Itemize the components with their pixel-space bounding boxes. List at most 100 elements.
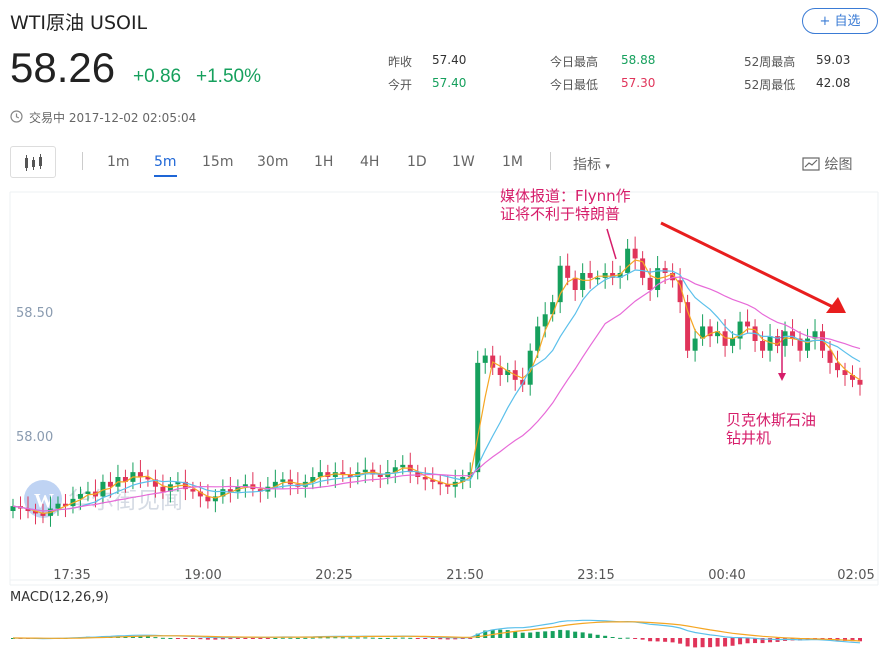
macd-bar: [265, 638, 270, 639]
annotation-pointer: [606, 228, 617, 260]
macd-bar: [618, 637, 623, 639]
candle: [10, 506, 16, 511]
macd-bar: [198, 638, 203, 640]
candle: [137, 472, 143, 477]
candle: [400, 464, 406, 468]
stat-label-day-high: 今日最高: [550, 55, 599, 69]
macd-bar: [228, 638, 233, 640]
annotation-baker-line1: 贝克休斯石油: [726, 411, 816, 429]
macd-bar: [760, 638, 765, 644]
candle: [377, 474, 383, 477]
candle: [332, 472, 338, 477]
macd-bar: [490, 629, 495, 638]
x-tick-label: 23:15: [577, 568, 614, 583]
indicator-label: 指标: [573, 157, 601, 173]
macd-bar: [753, 638, 758, 644]
period-1m[interactable]: 1m: [107, 154, 130, 170]
period-1d[interactable]: 1D: [407, 154, 427, 170]
candle: [317, 472, 323, 477]
candle: [827, 350, 833, 363]
indicator-dropdown[interactable]: 指标 ▾: [573, 154, 610, 174]
macd-bar: [160, 637, 165, 639]
candle: [812, 331, 818, 339]
candle: [145, 477, 151, 480]
macd-bar: [288, 637, 293, 639]
macd-bar: [168, 637, 173, 639]
period-1mo[interactable]: 1M: [502, 154, 523, 170]
macd-bar: [603, 635, 608, 638]
candle: [32, 511, 38, 514]
macd-bar: [700, 638, 705, 648]
chart-toolbar: 1m 5m 15m 30m 1H 4H 1D 1W 1M 指标 ▾ 绘图: [10, 146, 880, 178]
macd-bar: [205, 638, 210, 640]
candle: [280, 479, 286, 482]
macd-panel: [11, 619, 862, 648]
period-15m[interactable]: 15m: [202, 154, 234, 170]
draw-chart-icon: [802, 157, 820, 171]
candle: [677, 280, 683, 303]
macd-bar: [670, 638, 675, 643]
macd-bar: [453, 638, 458, 640]
macd-bar: [310, 637, 315, 639]
macd-bar: [715, 638, 720, 647]
macd-bar: [798, 638, 803, 641]
draw-button[interactable]: 绘图: [802, 154, 852, 174]
x-tick-label: 02:05: [837, 568, 874, 583]
chart-type-button[interactable]: [10, 146, 56, 178]
watermark-logo-letter: W: [34, 490, 54, 512]
macd-bar: [843, 638, 848, 641]
macd-bar: [858, 638, 862, 642]
candle: [272, 481, 278, 487]
candle: [550, 302, 556, 315]
period-30m[interactable]: 30m: [257, 154, 289, 170]
candle: [730, 338, 736, 346]
candle: [325, 472, 331, 477]
macd-bar: [250, 638, 255, 639]
period-4h[interactable]: 4H: [360, 154, 380, 170]
macd-bar: [445, 638, 450, 640]
candle: [542, 314, 548, 327]
macd-bar: [273, 637, 278, 639]
macd-bar: [408, 637, 413, 639]
candle: [805, 338, 811, 351]
macd-bar: [505, 630, 510, 638]
stat-value-day-high: 58.88: [621, 53, 656, 67]
candle: [190, 489, 196, 492]
candle: [835, 362, 841, 371]
macd-dea-line: [13, 621, 861, 642]
x-tick-label: 20:25: [315, 568, 352, 583]
macd-bar: [190, 638, 195, 639]
add-to-watchlist-button[interactable]: + 自选: [802, 8, 878, 34]
period-1w[interactable]: 1W: [452, 154, 475, 170]
clock-icon: [10, 110, 23, 123]
macd-bar: [378, 637, 383, 639]
candle: [445, 484, 451, 487]
candle: [85, 491, 91, 494]
candle: [715, 331, 721, 337]
candle: [25, 508, 31, 511]
candle: [62, 503, 68, 507]
macd-bar: [730, 638, 735, 646]
x-tick-label: 17:35: [53, 568, 90, 583]
candlestick-icon: [25, 154, 42, 171]
period-1h[interactable]: 1H: [314, 154, 334, 170]
candle: [122, 477, 128, 482]
macd-bar: [573, 631, 578, 638]
macd-bar: [565, 630, 570, 638]
trend-arrow: [660, 221, 834, 309]
draw-label: 绘图: [824, 157, 853, 173]
macd-bar: [145, 636, 150, 638]
candle: [212, 496, 218, 502]
candle: [580, 273, 586, 290]
candle: [257, 489, 263, 492]
candle: [722, 331, 728, 346]
macd-bar: [303, 637, 308, 639]
candle: [430, 479, 436, 482]
price-chart[interactable]: W 华尔街见闻 58.50 58.00 17:35 19:00 20:25 21…: [0, 185, 881, 672]
macd-bar: [738, 638, 743, 645]
candle: [107, 481, 113, 487]
macd-bar: [633, 638, 638, 639]
period-5m[interactable]: 5m: [154, 154, 177, 177]
stat-value-day-low: 57.30: [621, 76, 656, 90]
stat-value-prev-close: 57.40: [432, 53, 467, 67]
